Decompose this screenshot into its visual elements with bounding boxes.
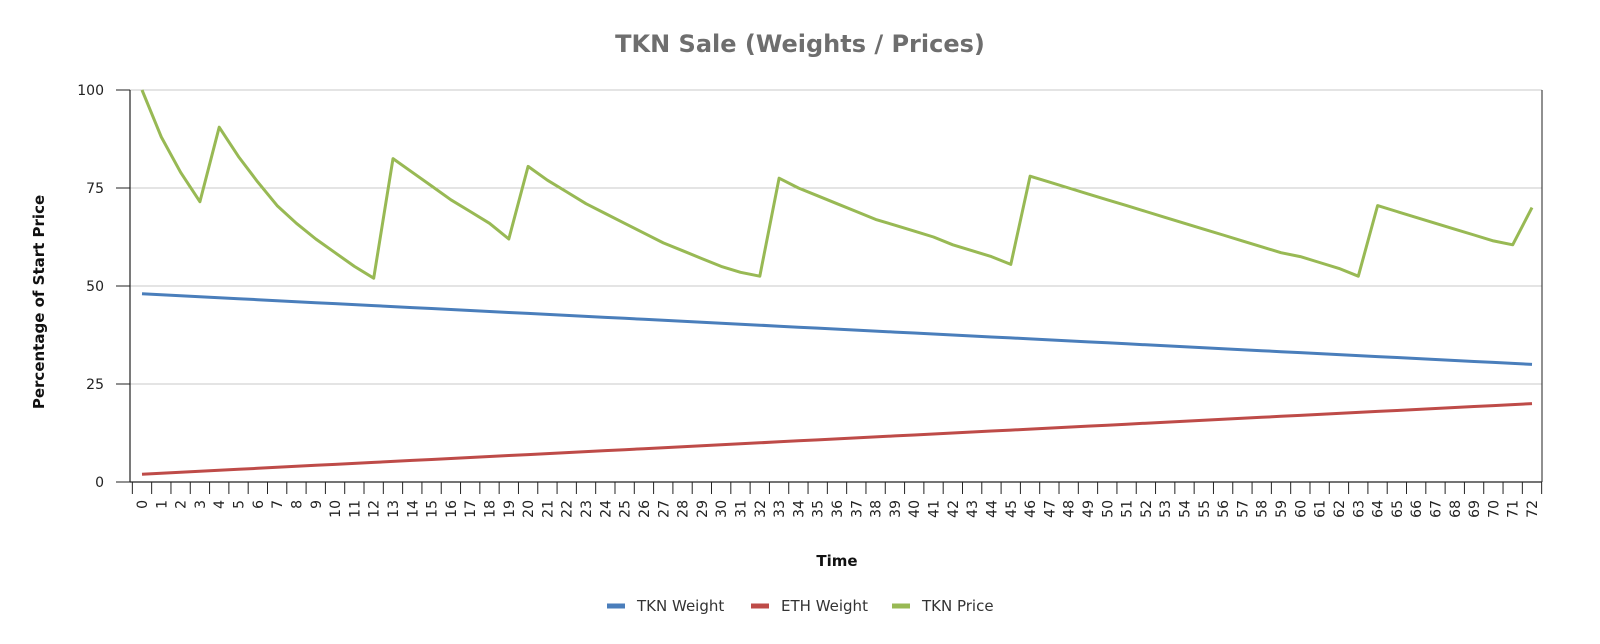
x-tick-label: 5 bbox=[232, 500, 248, 509]
y-tick-label: 25 bbox=[86, 377, 104, 393]
chart-title: TKN Sale (Weights / Prices) bbox=[615, 30, 985, 58]
x-tick-label: 19 bbox=[502, 500, 518, 518]
series-line-tkn-price bbox=[140, 89, 1534, 280]
x-tick-label: 56 bbox=[1216, 500, 1232, 518]
x-tick-label: 62 bbox=[1332, 500, 1348, 518]
x-tick-label: 3 bbox=[193, 500, 209, 509]
x-tick-label: 65 bbox=[1390, 500, 1406, 518]
x-tick-label: 24 bbox=[598, 500, 614, 518]
x-tick-label: 50 bbox=[1100, 500, 1116, 518]
x-tick-label: 41 bbox=[927, 500, 943, 518]
x-tick-label: 55 bbox=[1197, 500, 1213, 518]
x-tick-label: 43 bbox=[965, 500, 981, 518]
x-tick-label: 10 bbox=[328, 500, 344, 518]
x-tick-label: 63 bbox=[1351, 500, 1367, 518]
x-tick-label: 42 bbox=[946, 500, 962, 518]
x-tick-label: 7 bbox=[270, 500, 286, 509]
x-tick-label: 60 bbox=[1293, 500, 1309, 518]
x-tick-label: 11 bbox=[347, 500, 363, 518]
x-tick-label: 13 bbox=[386, 500, 402, 518]
x-tick-label: 53 bbox=[1158, 500, 1174, 518]
y-tick-label: 75 bbox=[86, 181, 104, 197]
x-tick-label: 47 bbox=[1042, 500, 1058, 518]
x-tick-label: 39 bbox=[888, 500, 904, 518]
y-tick-label: 50 bbox=[86, 279, 104, 295]
legend-label-tkn-weight: TKN Weight bbox=[636, 597, 724, 615]
x-tick-label: 38 bbox=[869, 500, 885, 518]
x-tick-label: 15 bbox=[425, 500, 441, 518]
legend-label-tkn-price: TKN Price bbox=[921, 597, 994, 615]
x-tick-label: 64 bbox=[1371, 500, 1387, 518]
x-tick-label: 29 bbox=[695, 500, 711, 518]
x-tick-label: 12 bbox=[367, 500, 383, 518]
grid-lines bbox=[130, 89, 1542, 385]
x-tick-label: 0 bbox=[135, 500, 151, 509]
x-tick-label: 4 bbox=[212, 500, 228, 509]
x-tick-label: 30 bbox=[714, 500, 730, 518]
y-tick-label: 100 bbox=[77, 83, 104, 99]
x-tick-label: 44 bbox=[984, 500, 1000, 518]
x-tick-label: 51 bbox=[1120, 500, 1136, 518]
x-tick-label: 23 bbox=[579, 500, 595, 518]
x-tick-label: 46 bbox=[1023, 500, 1039, 518]
x-tick-label: 70 bbox=[1486, 500, 1502, 518]
x-tick-label: 34 bbox=[791, 500, 807, 518]
x-tick-label: 71 bbox=[1506, 500, 1522, 518]
x-tick-label: 58 bbox=[1255, 500, 1271, 518]
x-tick-label: 72 bbox=[1525, 500, 1541, 518]
x-tick-label: 1 bbox=[154, 500, 170, 509]
x-axis-title: Time bbox=[816, 552, 857, 570]
y-tick-label: 0 bbox=[95, 475, 104, 491]
x-tick-label: 33 bbox=[772, 500, 788, 518]
x-tick-label: 59 bbox=[1274, 500, 1290, 518]
x-tick-label: 6 bbox=[251, 500, 267, 509]
x-tick-label: 22 bbox=[560, 500, 576, 518]
legend: TKN Weight ETH Weight TKN Price bbox=[607, 597, 994, 615]
x-tick-label: 66 bbox=[1409, 500, 1425, 518]
x-tick-label: 61 bbox=[1313, 500, 1329, 518]
x-tick-label: 16 bbox=[444, 500, 460, 518]
x-tick-label: 49 bbox=[1081, 500, 1097, 518]
x-tick-label: 8 bbox=[289, 500, 305, 509]
x-tick-label: 37 bbox=[849, 500, 865, 518]
x-tick-label: 45 bbox=[1004, 500, 1020, 518]
x-tick-label: 31 bbox=[733, 500, 749, 518]
x-tick-label: 20 bbox=[521, 500, 537, 518]
x-tick-label: 28 bbox=[676, 500, 692, 518]
series-line-tkn-weight bbox=[141, 292, 1533, 366]
x-tick-label: 9 bbox=[309, 500, 325, 509]
x-tick-label: 26 bbox=[637, 500, 653, 518]
x-tick-label: 52 bbox=[1139, 500, 1155, 518]
x-tick-label: 35 bbox=[811, 500, 827, 518]
x-tick-label: 57 bbox=[1235, 500, 1251, 518]
x-tick-label: 2 bbox=[174, 500, 190, 509]
series-line-eth-weight bbox=[141, 402, 1533, 476]
x-tick-label: 54 bbox=[1178, 500, 1194, 518]
x-tick-label: 18 bbox=[483, 500, 499, 518]
x-tick-label: 68 bbox=[1448, 500, 1464, 518]
x-tick-label: 67 bbox=[1428, 500, 1444, 518]
x-tick-label: 36 bbox=[830, 500, 846, 518]
x-tick-label: 17 bbox=[463, 500, 479, 518]
x-tick-label: 21 bbox=[540, 500, 556, 518]
x-tick-label: 40 bbox=[907, 500, 923, 518]
x-tick-label: 48 bbox=[1062, 500, 1078, 518]
legend-label-eth-weight: ETH Weight bbox=[781, 597, 868, 615]
x-tick-label: 14 bbox=[405, 500, 421, 518]
x-tick-label: 32 bbox=[753, 500, 769, 518]
x-tick-label: 27 bbox=[656, 500, 672, 518]
x-tick-label: 25 bbox=[618, 500, 634, 518]
series-lines bbox=[140, 89, 1534, 476]
y-axis-title: Percentage of Start Price bbox=[30, 195, 48, 409]
x-tick-label: 69 bbox=[1467, 500, 1483, 518]
